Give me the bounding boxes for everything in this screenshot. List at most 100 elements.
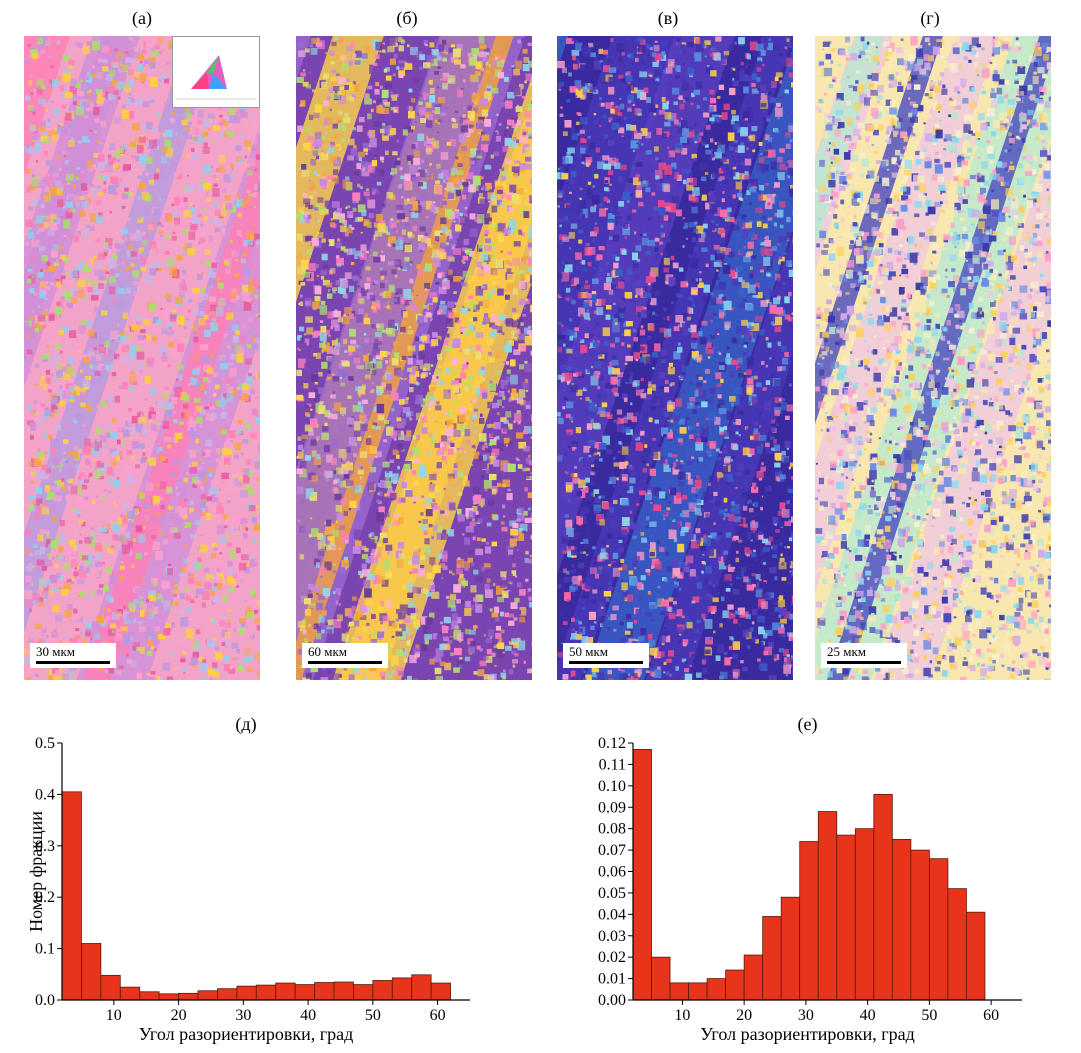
y-tick-label: 0.08: [598, 821, 626, 838]
x-tick-label: 50: [365, 1007, 381, 1024]
x-tick-label: 60: [430, 1007, 446, 1024]
x-tick-label: 40: [860, 1007, 876, 1024]
scale-label-b: 60 мкм: [308, 644, 348, 659]
x-tick-label: 10: [674, 1007, 690, 1024]
histogram-bar: [61, 791, 82, 1001]
histogram-bar: [688, 982, 708, 1001]
histogram-bar: [430, 982, 451, 1001]
scale-label-d: 25 мкм: [827, 644, 867, 659]
x-tick-label: 50: [921, 1007, 937, 1024]
histogram-bar: [255, 984, 277, 1001]
histogram-bar: [81, 943, 102, 1001]
x-tick-label: 20: [736, 1007, 752, 1024]
histogram-bar: [762, 916, 782, 1001]
histogram-bar: [725, 969, 745, 1001]
histogram-bar: [836, 834, 856, 1001]
y-tick-label: 0.1: [35, 941, 55, 958]
scale-label-c: 50 мкм: [569, 644, 609, 659]
histogram-bar: [372, 980, 393, 1001]
y-tick-label: 0.06: [598, 864, 626, 881]
scale-label-a: 30 мкм: [36, 644, 76, 659]
y-tick-label: 0.12: [598, 735, 626, 752]
histogram-bar: [891, 838, 912, 1001]
histogram-bar: [197, 990, 218, 1001]
scale-line-c: [569, 661, 643, 664]
histogram-bar: [966, 911, 986, 1001]
chart-title: (е): [798, 714, 818, 735]
y-tick-label: 0.2: [35, 889, 55, 906]
histogram-bar: [119, 986, 141, 1001]
histogram-bar: [294, 984, 315, 1001]
scale-bar-d: 25 мкм: [821, 643, 907, 668]
ebsd-map-d: 25 мкм: [815, 36, 1051, 680]
ebsd-texture-a: [24, 36, 260, 680]
ebsd-map-b: 60 мкм: [296, 36, 532, 680]
y-tick-label: 0.0: [35, 992, 55, 1009]
y-tick-label: 0.11: [599, 756, 626, 773]
x-axis-title: Угол разориентировки, град: [700, 1024, 915, 1044]
y-tick-label: 0.07: [598, 842, 626, 859]
ebsd-map-a: 30 мкм: [24, 36, 260, 680]
x-axis-title: Угол разориентировки, град: [139, 1024, 354, 1044]
histogram-bar: [780, 896, 801, 1001]
ipf-triangle-icon: [175, 55, 257, 100]
ipf-legend-inset: [172, 36, 260, 108]
y-tick-label: 0.01: [598, 971, 626, 988]
histogram-chart-e: (е) 0.00 0.01 0.02 0.03 0.04 0.05 0.06 0.07 0.08 0…: [598, 714, 1022, 1044]
histogram-bar: [217, 988, 238, 1001]
histogram-bar: [799, 841, 819, 1001]
y-tick-label: 0.05: [598, 885, 626, 902]
histogram-bar: [139, 991, 160, 1001]
histogram-bar: [275, 982, 296, 1001]
histogram-bar: [854, 828, 875, 1001]
histogram-bar: [651, 956, 671, 1001]
histogram-bar: [100, 974, 121, 1001]
ebsd-texture-b: [296, 36, 532, 680]
y-tick-label: 0.10: [598, 778, 626, 795]
ebsd-map-c: 50 мкм: [557, 36, 793, 680]
scale-bar-a: 30 мкм: [30, 643, 116, 668]
histogram-bar: [333, 981, 354, 1001]
histogram-bar: [817, 811, 838, 1001]
chart-title: (д): [235, 714, 256, 735]
y-tick-label: 0.04: [598, 906, 626, 923]
scale-line-a: [36, 661, 110, 664]
x-tick-label: 30: [798, 1007, 814, 1024]
y-tick-label: 0.00: [598, 992, 626, 1009]
x-tick-label: 10: [106, 1007, 122, 1024]
histogram-bar: [910, 849, 930, 1001]
y-tick-label: 0.4: [35, 786, 55, 803]
histogram-bar: [873, 794, 893, 1001]
x-tick-label: 30: [235, 1007, 251, 1024]
histogram-bar: [158, 993, 179, 1001]
ebsd-texture-d: [815, 36, 1051, 680]
y-tick-label: 0.5: [35, 735, 55, 752]
y-tick-label: 0.02: [598, 949, 626, 966]
panel-label-a: (а): [132, 8, 152, 28]
ebsd-texture-c: [557, 36, 793, 680]
histogram-bar: [947, 888, 967, 1001]
histogram-bar: [314, 982, 335, 1001]
histogram-bar: [236, 985, 257, 1001]
y-tick-label: 0.09: [598, 799, 626, 816]
histogram-bar: [353, 984, 374, 1001]
y-tick-label: 0.03: [598, 928, 626, 945]
histogram-bar: [743, 954, 764, 1001]
scale-bar-c: 50 мкм: [563, 643, 649, 668]
y-axis-title: Номер фракции: [26, 811, 46, 932]
x-tick-label: 40: [300, 1007, 316, 1024]
scale-line-d: [827, 661, 901, 664]
scale-line-b: [308, 661, 382, 664]
histogram-bar: [178, 992, 199, 1001]
panel-label-d: (г): [920, 8, 940, 28]
scale-bar-b: 60 мкм: [302, 643, 388, 668]
histogram-bar: [669, 982, 689, 1001]
histogram-bar: [632, 749, 652, 1001]
histogram-chart-d: (д) 0.0 0.1 0.2 0.3 0.4 0.5 10 20 30 40 50 60 Угол ра…: [26, 714, 470, 1044]
y-tick-label: 0.3: [35, 838, 55, 855]
x-tick-label: 60: [983, 1007, 999, 1024]
histogram-bar: [391, 977, 413, 1001]
histogram-bar: [928, 858, 949, 1001]
x-tick-label: 20: [171, 1007, 187, 1024]
histogram-bar: [706, 978, 727, 1001]
